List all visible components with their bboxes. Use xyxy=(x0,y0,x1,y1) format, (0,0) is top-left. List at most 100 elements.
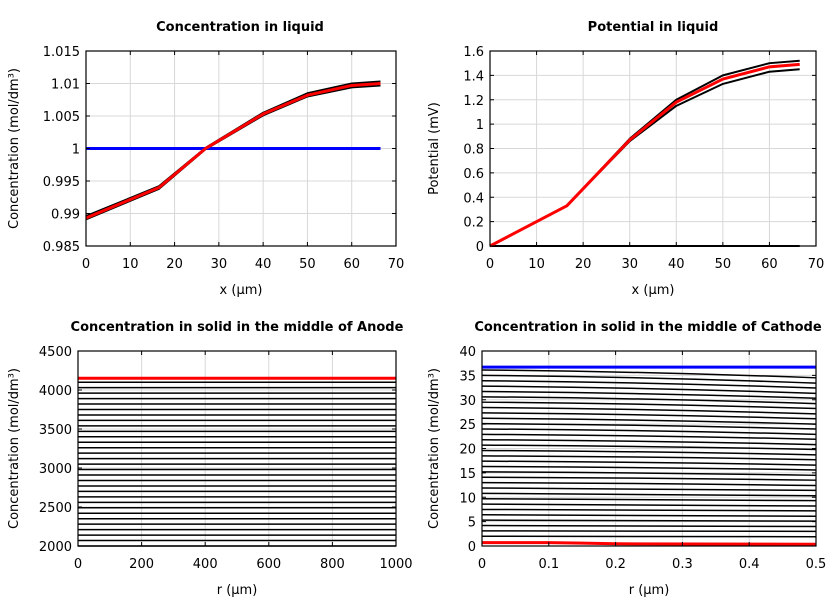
series-line-black xyxy=(481,385,817,395)
x-tick-label: 20 xyxy=(575,257,592,272)
y-tick-label: 1.6 xyxy=(463,45,484,60)
series-line-black xyxy=(481,497,817,502)
y-tick-label: 1.015 xyxy=(43,45,80,60)
y-tick-label: 4000 xyxy=(39,384,72,399)
y-tick-label: 0.8 xyxy=(463,143,484,158)
series-line-black xyxy=(481,503,817,507)
y-tick-label: 25 xyxy=(459,418,476,433)
y-tick-label: 1 xyxy=(476,118,484,133)
series-line-black xyxy=(481,455,817,461)
series-line-black xyxy=(481,481,817,487)
x-tick-label: 200 xyxy=(129,557,154,572)
x-tick-label: 800 xyxy=(320,557,345,572)
series-line-black xyxy=(481,438,817,446)
series-line-black xyxy=(481,524,817,528)
y-tick-label: 0.995 xyxy=(43,175,80,190)
x-tick-label: 0.4 xyxy=(739,557,760,572)
series-line-black xyxy=(481,492,817,497)
x-tick-label: 30 xyxy=(621,257,638,272)
x-tick-label: 10 xyxy=(528,257,545,272)
series-line-red xyxy=(482,541,817,546)
x-tick-label: 600 xyxy=(256,557,281,572)
series-line-red xyxy=(489,62,800,248)
series-line-black xyxy=(481,412,817,420)
x-tick-label: 60 xyxy=(343,257,360,272)
y-tick-label: 5 xyxy=(468,516,476,531)
series-line-black xyxy=(481,508,817,512)
x-tick-label: 0 xyxy=(478,557,486,572)
y-axis-label: Concentration (mol/dm³) xyxy=(7,368,22,529)
y-tick-label: 4500 xyxy=(39,345,72,360)
y-tick-label: 20 xyxy=(459,443,476,458)
x-tick-label: 10 xyxy=(122,257,139,272)
y-tick-label: 0.99 xyxy=(51,208,80,223)
subplot-4: 0 0.1 0.2 0.3 0.4 0.5 0 5 10 15 20 25 30 35 40 Concentr… xyxy=(427,320,826,598)
y-tick-label: 0.4 xyxy=(463,191,484,206)
series-line-black xyxy=(481,460,817,466)
x-tick-label: 0.1 xyxy=(538,557,559,572)
y-axis-label: Concentration (mol/dm³) xyxy=(427,368,442,529)
y-tick-label: 1 xyxy=(72,143,80,158)
series-line-black xyxy=(481,487,817,492)
series-line-black xyxy=(481,369,817,379)
series-line-black xyxy=(481,422,817,430)
subplot-1: 0 10 20 30 40 50 60 70 0.985 0.99 0.995 1 1.005 1.01 1… xyxy=(7,20,404,298)
series-line-black xyxy=(481,396,817,405)
subplot-2: 0 10 20 30 40 50 60 70 0 0.2 0.4 0.6 0.8 1 1.2 1.4 1.6 Po… xyxy=(427,20,824,298)
series-line-black xyxy=(481,406,817,415)
series-line-black xyxy=(481,374,817,384)
series-line-black xyxy=(481,390,817,400)
series-line-black xyxy=(481,444,817,451)
x-tick-label: 30 xyxy=(211,257,228,272)
x-tick-label: 70 xyxy=(388,257,405,272)
plot-frame xyxy=(77,350,397,547)
series-line-black xyxy=(481,379,817,389)
x-tick-label: 0.5 xyxy=(806,557,827,572)
x-tick-label: 1000 xyxy=(379,557,412,572)
x-tick-label: 40 xyxy=(668,257,685,272)
series-line-black xyxy=(481,519,817,522)
chart-title: Potential in liquid xyxy=(588,20,719,35)
chart-title: Concentration in solid in the middle of … xyxy=(474,320,822,335)
y-tick-label: 1.2 xyxy=(463,94,484,109)
series-line-black xyxy=(481,401,817,410)
series-line-black xyxy=(481,514,817,518)
series-line-black xyxy=(481,465,817,471)
x-tick-label: 400 xyxy=(193,557,218,572)
x-axis-label: r (µm) xyxy=(217,583,258,598)
y-tick-label: 0 xyxy=(468,540,476,555)
series-line-black xyxy=(481,417,817,425)
y-tick-label: 3500 xyxy=(39,423,72,438)
y-tick-label: 1.4 xyxy=(463,69,484,84)
x-tick-label: 0 xyxy=(486,257,494,272)
subplot-3: 0 200 400 600 800 1000 2000 2500 3000 3500 4000 450… xyxy=(7,320,413,598)
x-tick-label: 50 xyxy=(299,257,316,272)
series-line-black xyxy=(481,476,817,481)
y-tick-label: 10 xyxy=(459,491,476,506)
y-tick-label: 0 xyxy=(476,240,484,255)
x-tick-label: 20 xyxy=(166,257,183,272)
y-axis-label: Concentration (mol/dm³) xyxy=(7,68,22,229)
y-tick-label: 0.985 xyxy=(43,240,80,255)
x-tick-label: 0 xyxy=(82,257,90,272)
chart-title: Concentration in solid in the middle of … xyxy=(71,320,404,335)
y-tick-label: 3000 xyxy=(39,462,72,477)
chart-title: Concentration in liquid xyxy=(156,20,324,35)
x-tick-label: 0.2 xyxy=(605,557,626,572)
y-tick-label: 35 xyxy=(459,369,476,384)
series-line-black xyxy=(481,433,817,440)
y-tick-label: 2500 xyxy=(39,501,72,516)
y-axis-label: Potential (mV) xyxy=(427,102,442,195)
y-tick-label: 1.005 xyxy=(43,110,80,125)
x-tick-label: 50 xyxy=(715,257,732,272)
y-tick-label: 0.2 xyxy=(463,216,484,231)
y-tick-label: 30 xyxy=(459,394,476,409)
series-line-black xyxy=(481,471,817,477)
x-axis-label: r (µm) xyxy=(629,583,670,598)
y-tick-label: 0.6 xyxy=(463,167,484,182)
y-tick-label: 40 xyxy=(459,345,476,360)
series-line-black xyxy=(481,428,817,436)
x-tick-label: 40 xyxy=(255,257,272,272)
